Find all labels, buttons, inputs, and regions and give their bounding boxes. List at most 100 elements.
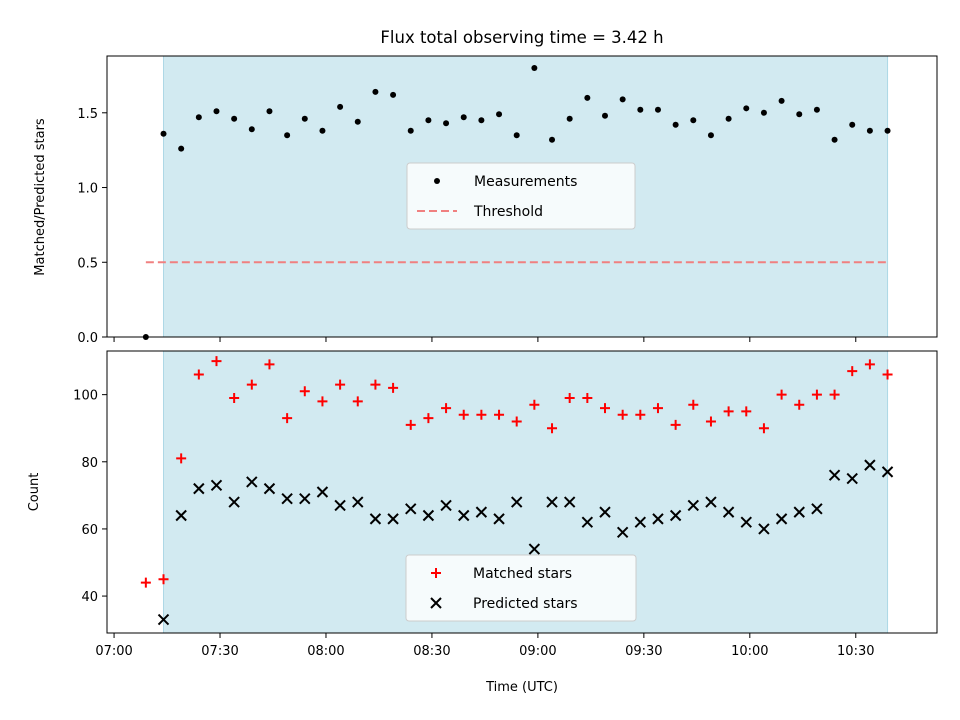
ratio-panel: 0.0 0.5 1.0 1.5 Measurements Threshold [77,55,938,346]
matched-star-point [140,577,151,588]
x-tick-label: 07:00 [95,644,132,659]
measurement-point [337,103,344,110]
predicted-star-point [316,486,329,498]
predicted-star-point [440,499,452,512]
matched-star-point [723,406,734,417]
measurement-point [178,145,185,152]
predicted-star-point [193,482,205,495]
ratio-y-tick-label: 1.0 [77,182,98,197]
predicted-star-point [846,472,858,485]
measurement-point [549,136,556,143]
matched-star-point [705,416,716,427]
predicted-star-point [157,613,170,626]
predicted-star-point [210,479,223,491]
predicted-star-point [740,516,752,528]
ratio-y-tick-label: 1.5 [77,107,98,122]
matched-star-point [176,453,187,464]
x-axis-label: Time (UTC) [485,680,558,695]
predicted-star-point [175,509,187,522]
predicted-star-point [387,513,399,525]
measurement-point [372,88,379,95]
predicted-star-point [228,496,240,508]
predicted-star-point [405,503,417,515]
measurement-point [531,64,538,71]
matched-star-point [582,393,593,403]
matched-star-point [617,409,628,420]
matched-star-point [758,423,769,434]
measurement-point [195,114,202,121]
count-legend: Matched stars Predicted stars [405,554,637,622]
matched-star-point [494,409,505,420]
predicted-star-point [263,482,276,495]
measurement-point [566,115,573,122]
predicted-star-point [616,526,629,538]
matched-star-point [529,399,540,410]
matched-star-point [741,406,752,417]
matched-star-point [458,409,469,420]
predicted-star-point [793,506,805,518]
measurement-point [160,130,167,137]
predicted-star-point [546,496,558,508]
predicted-star-point [581,516,594,528]
predicted-star-point [334,499,346,512]
predicted-star-point [493,513,505,525]
measurement-point [425,117,432,124]
measurement-point [443,120,450,127]
matched-star-point [670,419,681,430]
matched-star-point [405,419,416,430]
predicted-star-point [563,496,576,508]
matched-star-point [370,379,381,390]
ratio-axes-frame [106,55,938,338]
predicted-star-point [828,469,841,481]
count-y-axis-label: Count [27,473,42,512]
matched-star-point [423,413,434,424]
predicted-star-point [422,509,435,522]
matched-star-point [441,403,452,414]
x-tick-label: 10:30 [837,644,874,659]
count-y-tick-label: 40 [81,590,98,605]
matched-star-point [511,416,522,427]
legend-label: Measurements [474,174,577,190]
count-y-tick-label: 80 [81,456,98,471]
matched-star-point [229,393,240,403]
measurement-point [478,117,485,124]
predicted-star-point [881,466,894,478]
matched-star-point [847,366,858,377]
x-tick-label: 10:00 [731,644,768,659]
matched-star-point [811,389,822,400]
measurement-point [707,132,714,139]
measurement-point [319,127,326,134]
measurement-point [813,106,820,113]
measurement-point [390,91,397,98]
x-tick-label: 07:30 [201,644,238,659]
ratio-legend-box [406,162,636,230]
predicted-star-point [669,509,682,522]
count-axes-frame [106,350,938,634]
matched-star-point [776,389,787,400]
predicted-star-point [599,506,611,518]
matched-star-point [158,574,169,585]
measurement-point [849,121,856,128]
predicted-star-point [864,459,876,471]
measurement-point [672,121,679,128]
predicted-star-point [458,509,470,522]
predicted-star-point [811,503,823,515]
legend-label: Predicted stars [473,596,578,612]
matched-star-point [688,399,699,410]
matched-star-point [794,399,805,410]
matched-star-point [282,413,293,424]
matched-star-point [211,356,222,367]
ratio-y-tick-label: 0.0 [77,331,98,346]
measurement-point [654,106,661,113]
count-panel: 40 60 80 100 07:00 07:30 08:00 08:30 09:00 09:30 1… [73,350,938,659]
x-tick-label: 09:30 [625,644,662,659]
predicted-star-point [510,496,523,508]
predicted-star-point [281,493,293,505]
ratio-y-tick-label: 0.5 [77,256,98,271]
measurement-point [725,115,732,122]
predicted-star-point [705,496,717,508]
measurement-point [584,94,591,101]
matched-star-point [635,409,646,420]
matched-star-point [299,386,310,397]
measurement-point [496,111,503,118]
